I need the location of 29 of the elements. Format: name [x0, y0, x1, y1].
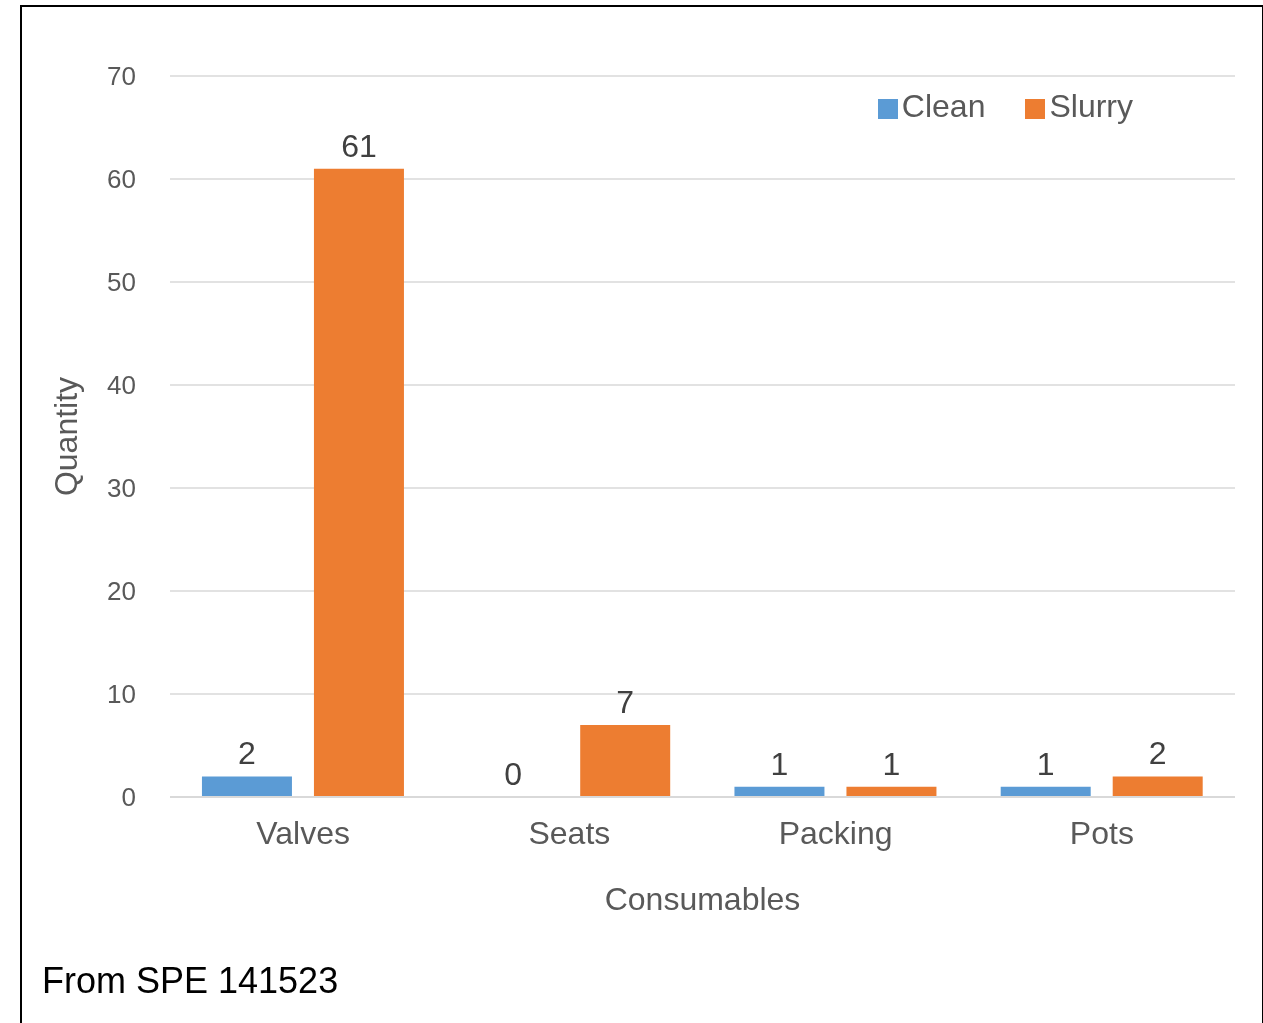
legend-label: Clean: [901, 88, 986, 124]
x-tick-label: Valves: [256, 814, 350, 851]
bar: [201, 776, 292, 797]
y-tick-label: 60: [107, 164, 136, 195]
legend-label: Slurry: [1049, 88, 1133, 124]
bar: [313, 168, 404, 797]
data-label: 61: [341, 127, 377, 164]
data-label: 1: [882, 745, 901, 782]
y-tick-label: 30: [107, 473, 136, 504]
y-tick-label: 0: [121, 782, 136, 813]
bar: [1112, 776, 1203, 797]
x-tick-label: Pots: [1069, 814, 1134, 851]
data-label: 1: [770, 745, 789, 782]
data-label: 1: [1036, 745, 1055, 782]
data-label: 2: [1148, 735, 1167, 772]
bar: [580, 724, 671, 797]
data-label: 2: [238, 735, 256, 772]
y-tick-label: 50: [107, 267, 136, 298]
y-tick-label: 20: [107, 576, 136, 607]
x-tick-label: Seats: [528, 814, 611, 851]
data-label: 7: [616, 683, 635, 720]
y-tick-label: 10: [107, 679, 136, 710]
y-tick-label: 40: [107, 370, 136, 401]
text: From SPE 141523: [42, 960, 339, 1002]
x-axis-title: Consumables: [604, 881, 801, 917]
x-tick-label: Packing: [778, 814, 893, 851]
y-tick-label: 70: [107, 61, 136, 92]
data-label: 0: [504, 755, 523, 792]
y-axis-title: Quantity: [48, 376, 85, 497]
